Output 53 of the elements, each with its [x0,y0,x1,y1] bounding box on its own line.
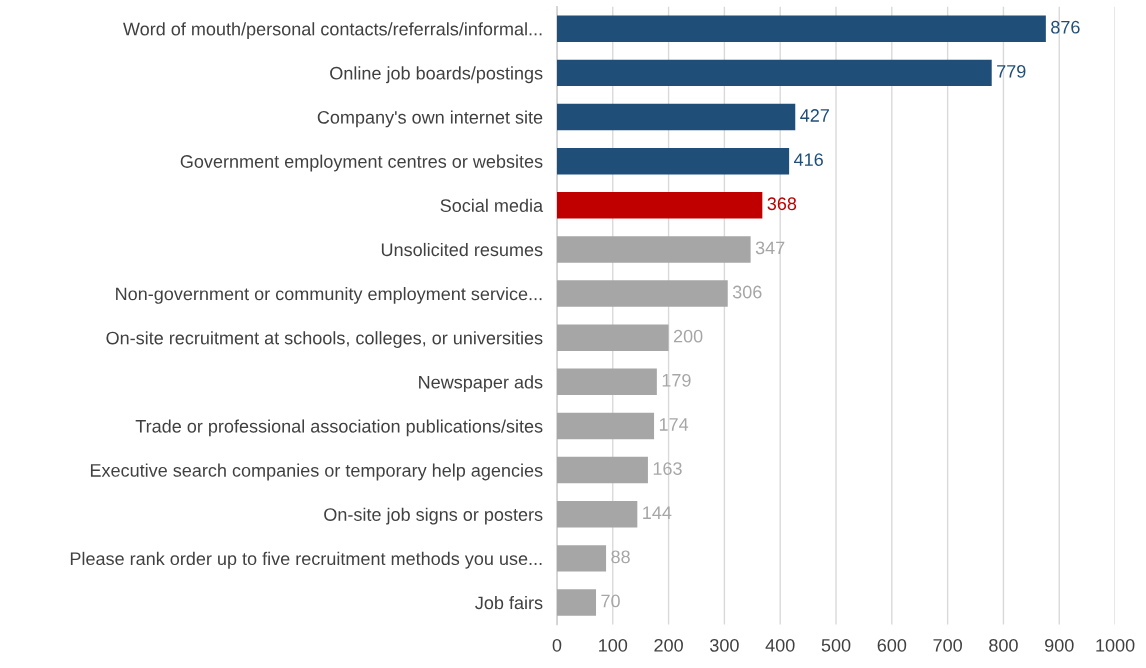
x-tick-label: 700 [933,638,962,652]
y-tick-label: Online job boards/postings [330,66,543,84]
y-tick-label: On-site recruitment at schools, colleges, or universities [106,331,543,348]
bar [556,147,790,175]
bar [556,59,992,87]
y-tick-label: Newspaper ads [419,375,543,393]
data-label: 368 [767,197,797,211]
data-label: 200 [673,329,703,343]
data-label: 163 [653,462,682,475]
y-tick-label: Government employment centres or websites [180,154,543,172]
bar [556,192,763,219]
bar [556,103,796,131]
y-tick-label: Social media [440,198,544,213]
x-tick-label: 0 [552,638,562,652]
data-label: 427 [800,109,829,122]
x-tick-label: 800 [989,638,1018,652]
bar [556,236,751,263]
y-tick-label: Non-government or community employment service... [116,287,542,304]
data-label: 306 [732,285,762,299]
x-tick-label: 600 [877,638,907,652]
data-label: 174 [659,418,689,431]
y-tick-label: On-site job signs or posters [324,507,543,525]
y-tick-label: Trade or professional association publications/sites [135,419,543,437]
y-tick-label: Word of mouth/personal contacts/referrals/informal... [123,22,542,40]
bar [556,412,655,440]
y-tick-label: Executive search companies or temporary help agencies [90,463,543,481]
x-tick-label: 300 [710,638,739,652]
x-tick-label: 100 [599,638,628,652]
bar [556,545,607,572]
data-label: 144 [643,506,672,519]
bar [556,368,657,396]
y-tick-label: Unsolicited resumes [381,242,543,257]
data-label: 88 [611,550,630,564]
data-label: 779 [997,64,1026,78]
x-tick-label: 500 [821,638,851,652]
data-label: 70 [601,594,620,608]
bar [556,280,728,307]
y-tick-label: Please rank order up to five recruitment methods you use... [70,551,542,569]
data-label: 876 [1051,20,1080,34]
y-tick-label: Company's own internet site [317,110,543,128]
data-label: 416 [794,153,823,166]
x-tick-label: 900 [1045,638,1074,652]
data-label: 179 [662,373,691,387]
y-tick-label: Job fairs [475,595,543,610]
bar [556,501,638,528]
bar [556,456,648,484]
x-tick-label: 400 [765,638,795,652]
x-tick-label: 200 [654,638,683,652]
bar [556,15,1046,42]
x-tick-label: 1000 [1096,638,1135,652]
data-label: 347 [755,241,785,255]
bar [556,324,669,351]
bar [556,589,597,616]
